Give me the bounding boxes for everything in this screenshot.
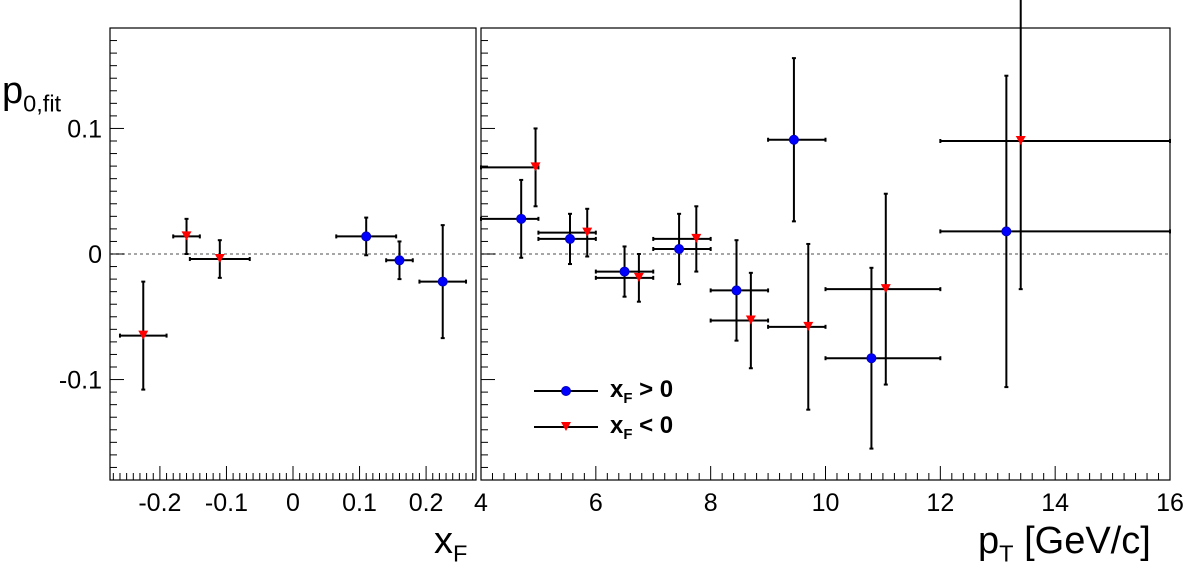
data-point-triangle xyxy=(214,254,225,264)
y-tick-label: 0.1 xyxy=(67,115,102,143)
x-tick-label: 10 xyxy=(812,489,840,517)
x-axis-title-left: xF xyxy=(434,520,467,568)
x-tick-label: 12 xyxy=(926,489,954,517)
data-point-circle xyxy=(564,233,575,244)
legend-label-xf-negative: xF < 0 xyxy=(610,412,674,443)
x-tick-label: 4 xyxy=(474,489,488,517)
data-point-triangle xyxy=(138,330,149,340)
y-axis-title-sub: 0,fit xyxy=(23,90,62,117)
data-point-triangle xyxy=(633,272,644,282)
x-tick-label: 0.2 xyxy=(409,489,444,517)
x-tick-label: 16 xyxy=(1156,489,1184,517)
legend: xF > 0 xF < 0 xyxy=(530,372,710,452)
y-tick-label: 0 xyxy=(88,241,102,269)
data-point-triangle xyxy=(803,321,814,331)
y-tick-label: -0.1 xyxy=(59,367,102,395)
data-point-triangle xyxy=(181,231,192,241)
x-tick-label: 8 xyxy=(704,489,718,517)
x-axis-title-right-main: p xyxy=(978,520,1000,562)
data-point-circle xyxy=(731,285,742,296)
x-tick-label: 6 xyxy=(589,489,603,517)
data-point-circle xyxy=(361,231,372,242)
y-axis-title: p0,fit xyxy=(2,70,61,118)
data-point-triangle xyxy=(582,227,593,237)
left-panel: 0.1 0 -0.1 -0.2 -0.1 0 0.1 0.2 xyxy=(59,27,477,517)
data-point-circle xyxy=(674,243,685,254)
legend-label-xf-positive: xF > 0 xyxy=(610,376,674,407)
x-tick-label: -0.2 xyxy=(138,489,181,517)
x-axis-title-right-unit: [GeV/c] xyxy=(1013,520,1151,562)
data-point-triangle xyxy=(1015,136,1026,145)
legend-item-xf-positive: xF > 0 xyxy=(530,376,710,407)
x-tick-label: 0 xyxy=(286,489,300,517)
x-axis-title-right-sub: T xyxy=(999,540,1014,567)
x-axis-title-left-sub: F xyxy=(453,540,468,567)
data-point-circle xyxy=(788,134,799,145)
y-axis-title-main: p xyxy=(2,70,24,112)
x-axis-title-left-main: x xyxy=(434,520,453,562)
data-point-circle xyxy=(619,266,630,277)
data-point-circle xyxy=(516,213,527,224)
data-point-circle xyxy=(437,276,448,287)
data-point-triangle xyxy=(530,162,541,172)
data-point-triangle xyxy=(880,284,891,294)
x-tick-label: -0.1 xyxy=(205,489,248,517)
data-point-triangle xyxy=(691,233,702,243)
data-point-circle xyxy=(394,255,405,266)
data-point-circle xyxy=(1001,226,1012,237)
right-panel: 4 6 8 10 12 14 16 xyxy=(474,0,1184,517)
x-axis-title-right: pT [GeV/c] xyxy=(978,520,1151,568)
legend-marker-circle-icon xyxy=(534,386,598,396)
legend-item-xf-negative: xF < 0 xyxy=(530,412,710,443)
x-tick-label: 0.1 xyxy=(342,489,377,517)
x-tick-label: 14 xyxy=(1041,489,1069,517)
data-point-triangle xyxy=(745,315,756,325)
data-point-circle xyxy=(866,353,877,364)
legend-marker-triangle-icon xyxy=(534,422,598,431)
